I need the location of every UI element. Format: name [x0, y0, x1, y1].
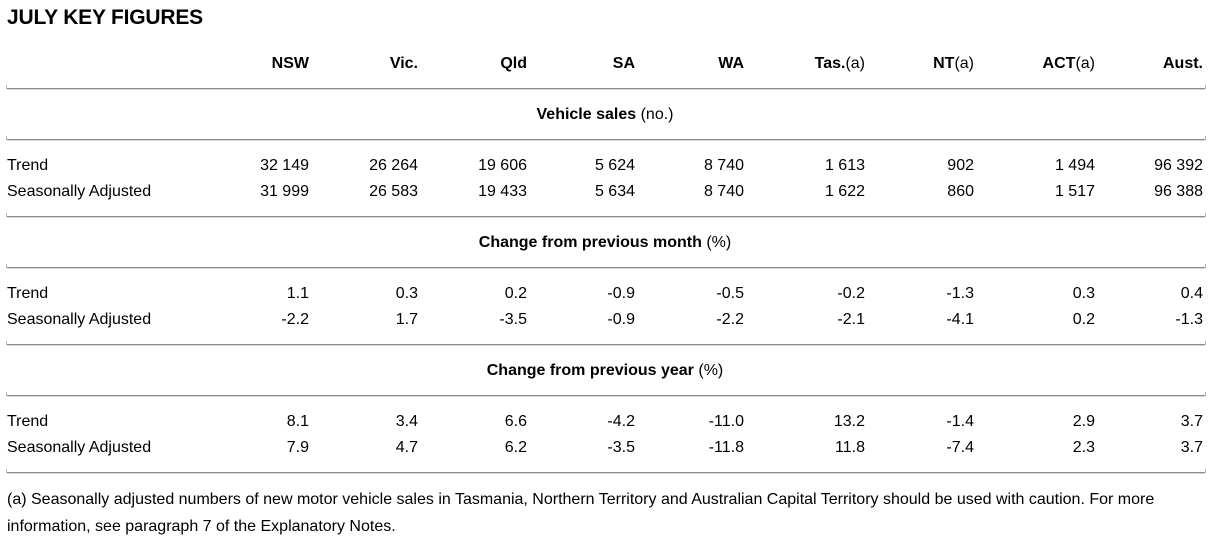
table-cell: 0.3 [1072, 285, 1095, 302]
table-cell: -2.2 [716, 311, 744, 328]
divider [6, 469, 1206, 474]
row-label: Seasonally Adjusted [7, 311, 152, 328]
table-cell: 8.1 [286, 413, 309, 430]
table-cell: 3.4 [395, 413, 418, 430]
table-cell: -7.4 [946, 439, 974, 456]
table-row: Seasonally Adjusted 31 999 26 583 19 433… [0, 180, 1210, 204]
table-cell: 26 264 [369, 157, 418, 174]
table-cell: 1 613 [824, 157, 865, 174]
table-cell: -11.8 [708, 439, 744, 456]
column-header-row: NSW Vic. Qld SA WA Tas.(a) NT(a) ACT(a) … [0, 52, 1210, 76]
table-cell: 6.6 [504, 413, 527, 430]
table-cell: 19 433 [478, 183, 527, 200]
section-heading: Change from previous month (%) [478, 234, 732, 251]
divider [6, 213, 1206, 218]
table-cell: 26 583 [369, 183, 418, 200]
table-row: Seasonally Adjusted -2.2 1.7 -3.5 -0.9 -… [0, 308, 1210, 332]
table-cell: 5 634 [594, 183, 635, 200]
divider [6, 341, 1206, 346]
table-cell: -3.5 [499, 311, 527, 328]
table-cell: 1 622 [824, 183, 865, 200]
column-header: ACT(a) [1042, 55, 1095, 72]
table-cell: 3.7 [1180, 413, 1203, 430]
table-cell: 0.4 [1180, 285, 1203, 302]
section-heading: Vehicle sales (no.) [536, 106, 674, 123]
table-cell: 2.9 [1072, 413, 1095, 430]
column-header: WA [718, 55, 744, 72]
table-cell: -0.5 [716, 285, 744, 302]
table-cell: -0.9 [607, 285, 635, 302]
table-cell: 5 624 [594, 157, 635, 174]
table-cell: 1 517 [1054, 183, 1095, 200]
row-label: Trend [7, 413, 49, 430]
table-cell: 13.2 [833, 413, 865, 430]
table-cell: -4.2 [607, 413, 635, 430]
table-row: Trend 1.1 0.3 0.2 -0.9 -0.5 -0.2 -1.3 0.… [0, 282, 1210, 306]
table-cell: 3.7 [1180, 439, 1203, 456]
table-cell: 860 [947, 183, 974, 200]
column-header: Tas.(a) [814, 55, 865, 72]
table-row: Trend 8.1 3.4 6.6 -4.2 -11.0 13.2 -1.4 2… [0, 410, 1210, 434]
divider [6, 264, 1206, 269]
table-cell: 7.9 [286, 439, 309, 456]
table-cell: 0.2 [1072, 311, 1095, 328]
column-header: Qld [500, 55, 527, 72]
table-cell: -3.5 [607, 439, 635, 456]
table-cell: 31 999 [260, 183, 309, 200]
table-cell: 11.8 [835, 439, 865, 456]
divider [6, 392, 1206, 397]
row-label: Seasonally Adjusted [7, 439, 152, 456]
column-header: Vic. [389, 55, 418, 72]
table-cell: -1.4 [946, 413, 974, 430]
table-cell: 0.2 [504, 285, 527, 302]
table-cell: 4.7 [395, 439, 418, 456]
table-cell: 1.1 [286, 285, 309, 302]
divider [6, 136, 1206, 141]
table-cell: -0.9 [607, 311, 635, 328]
table-cell: 1.7 [395, 311, 418, 328]
table-cell: -2.1 [837, 311, 865, 328]
table-cell: 902 [947, 157, 974, 174]
table-cell: 32 149 [260, 157, 309, 174]
table-cell: -0.2 [837, 285, 865, 302]
section-heading: Change from previous year (%) [486, 362, 724, 379]
table-cell: 2.3 [1072, 439, 1095, 456]
table-cell: 96 388 [1154, 183, 1203, 200]
table-cell: -4.1 [946, 311, 974, 328]
table-cell: 6.2 [504, 439, 527, 456]
table-cell: 19 606 [478, 157, 527, 174]
table-cell: 1 494 [1054, 157, 1095, 174]
table-cell: 0.3 [395, 285, 418, 302]
table-cell: -1.3 [1175, 311, 1203, 328]
table-cell: 8 740 [703, 157, 744, 174]
table-row: Trend 32 149 26 264 19 606 5 624 8 740 1… [0, 154, 1210, 178]
table-cell: -2.2 [281, 311, 309, 328]
page-title: JULY KEY FIGURES [7, 6, 203, 29]
column-header: NT(a) [933, 55, 974, 72]
row-label: Trend [7, 285, 49, 302]
table-cell: -11.0 [708, 413, 744, 430]
column-header: Aust. [1163, 55, 1203, 72]
row-label: Trend [7, 157, 49, 174]
row-label: Seasonally Adjusted [7, 183, 152, 200]
table-cell: 96 392 [1154, 157, 1203, 174]
table-cell: 8 740 [703, 183, 744, 200]
column-header: NSW [271, 55, 309, 72]
table-cell: -1.3 [946, 285, 974, 302]
column-header: SA [612, 55, 635, 72]
footnote: (a) Seasonally adjusted numbers of new m… [7, 491, 1155, 535]
divider [6, 85, 1206, 90]
table-row: Seasonally Adjusted 7.9 4.7 6.2 -3.5 -11… [0, 436, 1210, 460]
